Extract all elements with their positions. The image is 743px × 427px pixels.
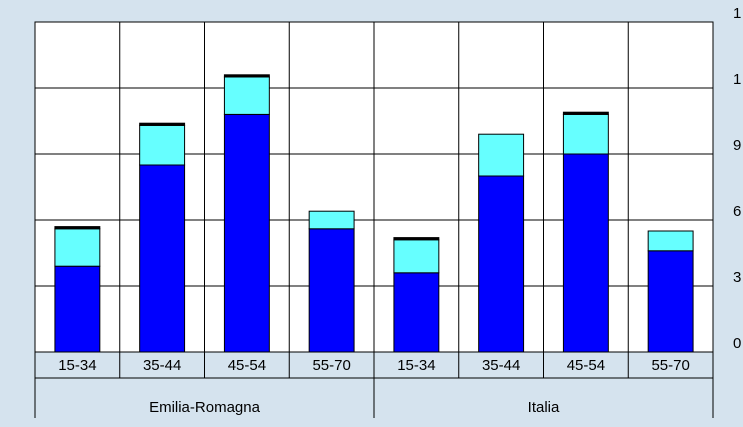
bar-segment bbox=[393, 272, 440, 353]
y-tick-label: 6 bbox=[733, 203, 741, 220]
bar-segment bbox=[54, 226, 101, 230]
bar-segment bbox=[223, 74, 270, 78]
bar-segment bbox=[54, 265, 101, 353]
bar-segment bbox=[562, 111, 609, 115]
bar-segment bbox=[562, 153, 609, 353]
x-tick-label: 55-70 bbox=[651, 357, 689, 374]
bar-segment bbox=[139, 164, 186, 353]
plot-border bbox=[34, 21, 714, 353]
x-tick-label: 35-44 bbox=[482, 357, 520, 374]
bar-segment bbox=[223, 76, 270, 115]
bar-segment bbox=[647, 230, 694, 252]
y-tick-label: 9 bbox=[733, 137, 741, 154]
y-tick-label: 0 bbox=[733, 335, 741, 352]
x-tick-label: 45-54 bbox=[228, 357, 266, 374]
bar-segment bbox=[393, 239, 440, 274]
bar-segment bbox=[478, 175, 525, 353]
bar-segment bbox=[139, 122, 186, 126]
group-label: Italia bbox=[528, 399, 560, 416]
y-tick-label: 1 bbox=[733, 5, 741, 22]
x-tick-label: 15-34 bbox=[58, 357, 96, 374]
bar-segment bbox=[308, 228, 355, 353]
x-tick-label: 15-34 bbox=[397, 357, 435, 374]
bar-segment bbox=[308, 210, 355, 230]
bar-segment bbox=[478, 133, 525, 177]
x-tick-label: 55-70 bbox=[312, 357, 350, 374]
x-tick-label: 35-44 bbox=[143, 357, 181, 374]
bar-segment bbox=[393, 237, 440, 241]
bar-segment bbox=[54, 228, 101, 267]
y-tick-label: 3 bbox=[733, 269, 741, 286]
bar-segment bbox=[562, 113, 609, 155]
bar-segment bbox=[139, 124, 186, 166]
bar-segment bbox=[647, 250, 694, 353]
y-tick-label: 1 bbox=[733, 71, 741, 88]
x-tick-label: 45-54 bbox=[567, 357, 605, 374]
bar-segment bbox=[223, 113, 270, 353]
group-label: Emilia-Romagna bbox=[149, 399, 261, 416]
